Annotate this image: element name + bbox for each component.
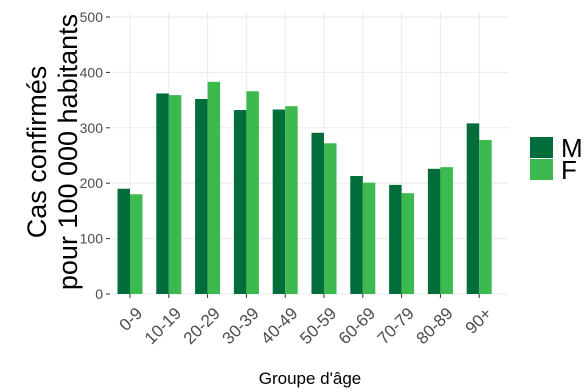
bar-M-20-29 — [195, 98, 208, 294]
bar-F-50-59 — [324, 143, 337, 294]
x-tick-label-0-9: 0-9 — [115, 304, 146, 335]
y-tick-label-200: 200 — [80, 175, 104, 191]
x-axis: 0-910-1920-2930-3940-4950-5960-6970-7980… — [115, 294, 496, 348]
y-axis-title-line1: Cas confirmés — [22, 66, 52, 239]
legend-label-F: F — [561, 155, 577, 185]
bar-M-80-89 — [427, 168, 441, 294]
bars — [117, 81, 492, 295]
legend-key-M — [530, 137, 553, 158]
x-tick-label-80-89: 80-89 — [413, 304, 457, 348]
bar-M-60-69 — [350, 175, 363, 294]
bar-M-50-59 — [311, 132, 324, 294]
bar-F-60-69 — [362, 182, 376, 294]
y-axis-title-line2: pour 100 000 habitants — [53, 14, 83, 290]
x-tick-label-40-49: 40-49 — [257, 304, 301, 348]
x-tick-label-70-79: 70-79 — [374, 304, 418, 348]
bar-M-0-9 — [117, 188, 130, 294]
x-tick-label-90+: 90+ — [462, 304, 496, 338]
y-tick-label-0: 0 — [95, 286, 103, 302]
bar-F-80-89 — [440, 167, 453, 294]
bar-M-30-39 — [233, 110, 247, 295]
bar-F-70-79 — [401, 193, 415, 294]
x-tick-label-20-29: 20-29 — [180, 304, 224, 348]
bar-M-10-19 — [156, 93, 169, 295]
x-tick-label-50-59: 50-59 — [296, 304, 340, 348]
bar-F-10-19 — [168, 95, 182, 294]
y-tick-label-300: 300 — [80, 120, 104, 136]
bar-F-20-29 — [207, 81, 221, 295]
bar-F-0-9 — [130, 194, 143, 294]
y-axis: 0 100 200 300 400 500 — [80, 9, 110, 302]
bar-M-40-49 — [272, 109, 286, 294]
bar-F-40-49 — [285, 106, 298, 294]
legend-label-M: M — [561, 133, 583, 163]
legend-key-F — [530, 159, 553, 180]
bar-M-90+ — [466, 123, 480, 294]
x-axis-title: Groupe d'âge — [259, 369, 362, 388]
x-tick-label-60-69: 60-69 — [335, 304, 379, 348]
bar-F-90+ — [479, 139, 492, 294]
bar-F-30-39 — [246, 91, 259, 295]
x-tick-label-10-19: 10-19 — [141, 304, 185, 348]
x-tick-label-30-39: 30-39 — [219, 304, 263, 348]
y-tick-label-500: 500 — [80, 9, 104, 25]
y-tick-label-100: 100 — [80, 231, 104, 247]
y-tick-label-400: 400 — [80, 64, 104, 80]
legend: MF — [530, 133, 583, 185]
bar-M-70-79 — [389, 184, 402, 294]
